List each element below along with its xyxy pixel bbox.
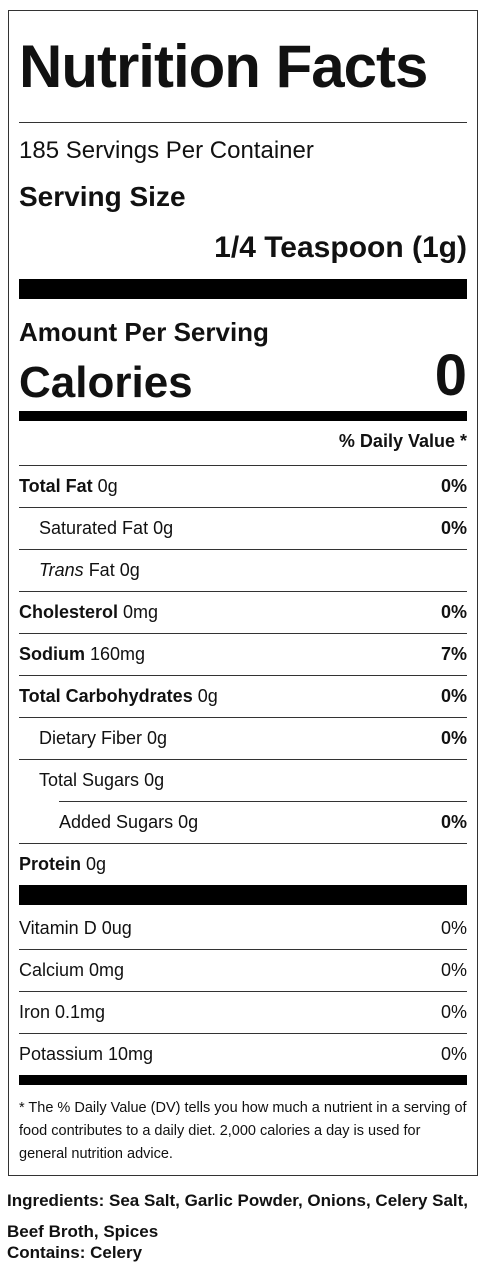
- divider: [19, 122, 467, 123]
- ingredients-text: Ingredients: Sea Salt, Garlic Powder, On…: [7, 1191, 469, 1241]
- nutrient-name: Added Sugars: [59, 812, 174, 832]
- nutrient-name: Dietary Fiber: [39, 728, 143, 748]
- label-title: Nutrition Facts: [19, 33, 428, 100]
- nutrient-row-dietary-fiber: Dietary Fiber 0g 0%: [19, 717, 467, 759]
- daily-value-header: % Daily Value *: [338, 431, 467, 451]
- nutrient-name: Trans: [39, 560, 84, 580]
- vitamin-pct: 0%: [440, 1002, 467, 1022]
- nutrient-amount: 0mg: [118, 602, 159, 622]
- vitamin-name: Vitamin D 0ug: [19, 917, 132, 938]
- nutrient-amount: 0g: [192, 686, 218, 706]
- vitamin-name: Iron 0.1mg: [19, 1002, 106, 1022]
- nutrient-name: Sodium: [19, 644, 85, 664]
- nutrient-row-sodium: Sodium 160mg 7%: [19, 633, 467, 675]
- nutrient-name: Total Carbohydrates: [19, 686, 193, 706]
- nutrient-name: Total Fat: [19, 476, 93, 496]
- nutrient-row-trans-fat: Trans Fat 0g: [19, 549, 467, 591]
- nutrient-pct: 0%: [440, 686, 467, 706]
- nutrient-row-saturated-fat: Saturated Fat 0g 0%: [19, 507, 467, 549]
- vitamin-row-vitamin-d: Vitamin D 0ug 0%: [19, 907, 467, 949]
- nutrient-amount: 160mg: [85, 644, 146, 664]
- serving-size-label: Serving Size: [19, 181, 186, 212]
- nutrient-pct: 0%: [440, 476, 467, 496]
- nutrient-pct: 7%: [440, 644, 467, 664]
- nutrient-name: Total Sugars: [39, 770, 140, 790]
- serving-size-value: 1/4 Teaspoon (1g): [214, 231, 467, 264]
- nutrient-amount: Fat 0g: [83, 560, 140, 580]
- calories-row: Calories 0: [19, 347, 467, 405]
- nutrient-amount: 0g: [173, 812, 199, 832]
- allergen-contains-text: Contains: Celery: [7, 1243, 143, 1262]
- amount-per-serving: Amount Per Serving: [19, 317, 269, 347]
- servings-per-container: 185 Servings Per Container: [19, 137, 314, 164]
- medium-divider: [19, 411, 467, 421]
- nutrient-row-cholesterol: Cholesterol 0mg 0%: [19, 591, 467, 633]
- daily-value-footnote: * The % Daily Value (DV) tells you how m…: [19, 1100, 467, 1162]
- thick-divider: [19, 279, 467, 299]
- vitamin-pct: 0%: [440, 1044, 467, 1064]
- nutrient-row-total-carbohydrates: Total Carbohydrates 0g 0%: [19, 675, 467, 717]
- calories-label: Calories: [19, 358, 193, 407]
- nutrient-row-total-sugars: Total Sugars 0g: [19, 759, 467, 801]
- vitamin-pct: 0%: [440, 960, 467, 980]
- nutrient-amount: 0g: [142, 728, 168, 748]
- vitamin-pct: 0%: [440, 917, 467, 938]
- nutrient-name: Protein: [19, 854, 82, 874]
- nutrient-pct: 0%: [440, 602, 467, 622]
- nutrient-row-protein: Protein 0g: [19, 843, 467, 885]
- thick-divider: [19, 885, 467, 905]
- vitamin-row-potassium: Potassium 10mg 0%: [19, 1033, 467, 1075]
- nutrient-pct: 0%: [440, 728, 467, 748]
- nutrient-pct: 0%: [440, 518, 467, 538]
- nutrient-name: Saturated Fat: [39, 518, 149, 538]
- vitamin-name: Calcium 0mg: [19, 960, 125, 980]
- nutrition-facts-label: Nutrition Facts 185 Servings Per Contain…: [8, 10, 478, 1176]
- calories-value: 0: [434, 343, 467, 408]
- nutrient-amount: 0g: [92, 476, 118, 496]
- nutrient-row-total-fat: Total Fat 0g 0%: [19, 465, 467, 507]
- vitamin-row-calcium: Calcium 0mg 0%: [19, 949, 467, 991]
- nutrient-amount: 0g: [139, 770, 165, 790]
- nutrient-amount: 0g: [81, 854, 107, 874]
- vitamin-row-iron: Iron 0.1mg 0%: [19, 991, 467, 1033]
- nutrient-pct: 0%: [440, 812, 467, 832]
- nutrient-name: Cholesterol: [19, 602, 119, 622]
- nutrient-amount: 0g: [148, 518, 174, 538]
- medium-divider: [19, 1075, 467, 1085]
- vitamin-name: Potassium 10mg: [19, 1044, 154, 1064]
- nutrient-row-added-sugars: Added Sugars 0g 0%: [59, 801, 467, 843]
